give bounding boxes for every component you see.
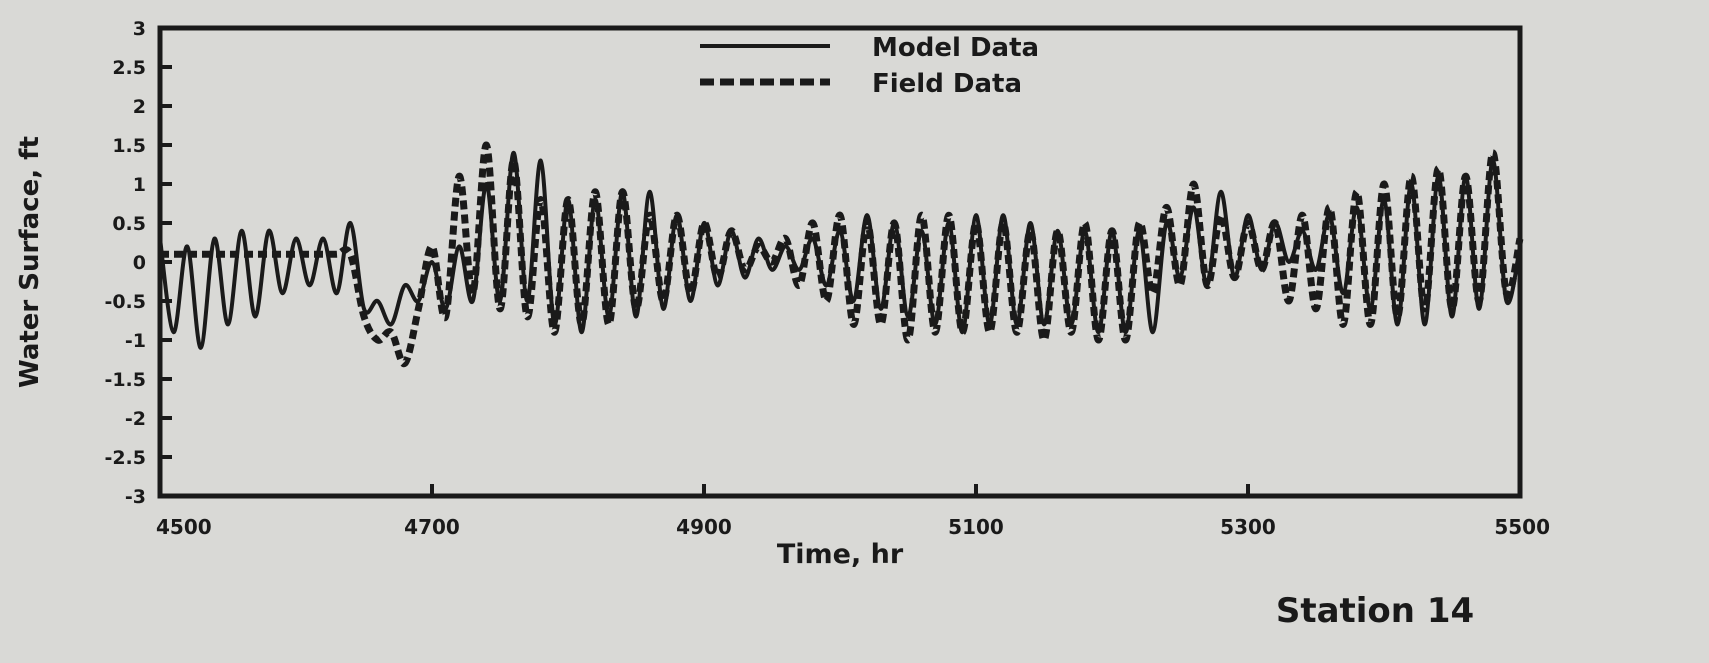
y-tick-label: -3 <box>125 486 146 508</box>
y-tick-label: 1 <box>133 174 146 196</box>
y-tick-label: 2 <box>133 96 146 118</box>
x-tick-label: 5500 <box>1494 515 1550 539</box>
x-axis-ticks: 4500 4700 4900 5100 5300 5500 <box>156 484 1550 539</box>
legend-label-field: Field Data <box>872 69 1022 99</box>
legend: Model Data Field Data <box>700 33 1039 99</box>
series-model-data <box>158 150 1522 350</box>
x-tick-label: 4900 <box>676 515 732 539</box>
y-tick-label: -1 <box>125 330 146 352</box>
y-tick-label: 0 <box>133 252 146 274</box>
series-field-data <box>160 141 1524 367</box>
y-tick-label: 3 <box>133 18 146 40</box>
station-annotation: Station 14 <box>1276 591 1474 631</box>
y-tick-label: -2.5 <box>104 447 146 469</box>
x-axis-label: Time, hr <box>777 539 904 570</box>
legend-label-model: Model Data <box>872 33 1039 63</box>
y-tick-label: -0.5 <box>104 291 146 313</box>
x-tick-label: 5300 <box>1220 515 1276 539</box>
y-tick-label: 0.5 <box>112 213 146 235</box>
y-axis-ticks: 3 2.5 2 1.5 1 0.5 0 -0.5 -1 -1.5 -2 -2.5 -3 <box>104 18 172 508</box>
y-tick-label: -1.5 <box>104 369 146 391</box>
x-tick-label: 4500 <box>156 515 212 539</box>
x-tick-label: 5100 <box>948 515 1004 539</box>
y-tick-label: 2.5 <box>112 57 146 79</box>
y-axis-label: Water Surface, ft <box>15 136 45 388</box>
x-tick-label: 4700 <box>404 515 460 539</box>
y-tick-label: -2 <box>125 408 146 430</box>
plot-frame <box>157 25 1523 499</box>
y-tick-label: 1.5 <box>112 135 146 157</box>
